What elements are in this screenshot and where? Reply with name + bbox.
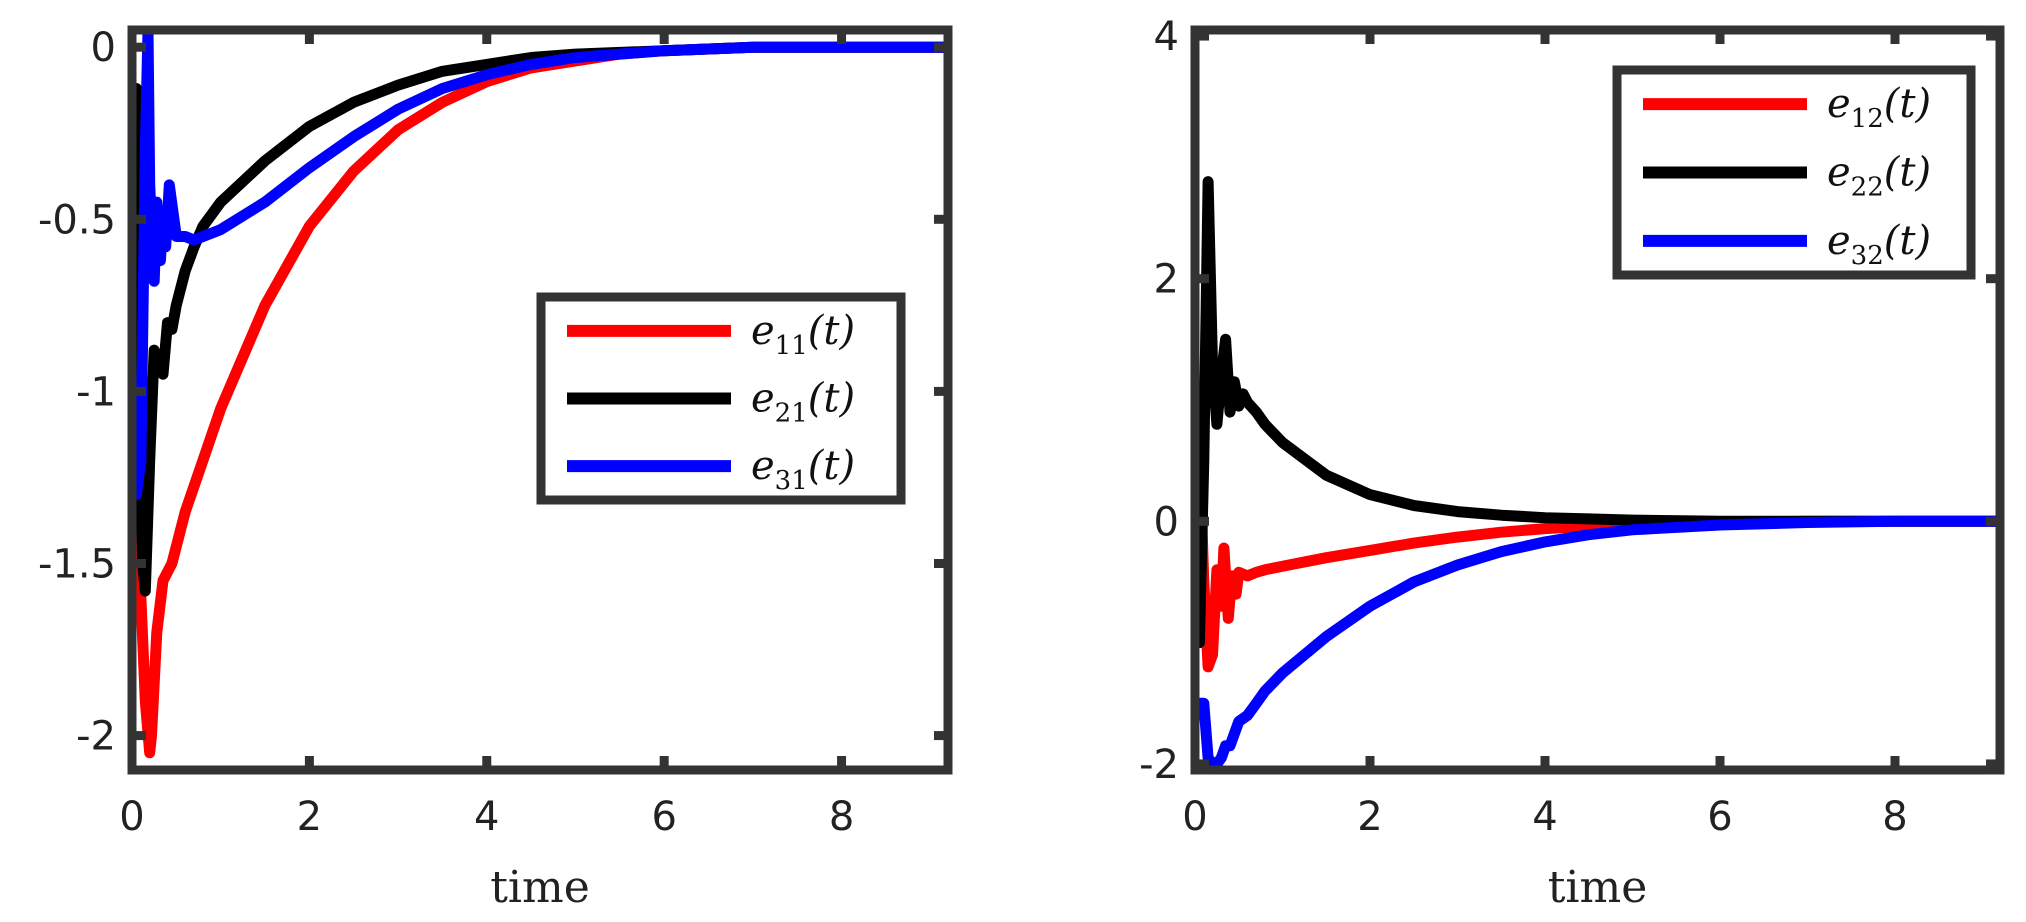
series-layer-left (132, 30, 948, 759)
legend-label-right-1: e12(t) (1827, 81, 1931, 134)
x-tick-label-right-3: 6 (1707, 794, 1732, 840)
x-tick-label-right-4: 8 (1882, 794, 1907, 840)
legend-label-left-1: e11(t) (751, 308, 855, 361)
y-tick-label-right-1: 0 (1154, 499, 1179, 545)
ticks-right (1190, 30, 2000, 770)
x-axis-label-left: time (490, 862, 590, 913)
ticks-left (127, 30, 948, 770)
x-axis-label-right: time (1548, 862, 1648, 913)
legend-label-right-2: e22(t) (1827, 150, 1931, 203)
legend-label-right-3: e32(t) (1827, 218, 1931, 271)
y-tick-label-left-3: -0.5 (38, 197, 116, 243)
y-tick-label-right-2: 2 (1154, 257, 1179, 303)
legend-right: e12(t) e22(t) e32(t) (1612, 65, 1976, 280)
legend-label-left-3: e31(t) (751, 443, 855, 496)
axes-box-left (127, 25, 953, 775)
y-tick-label-left-0: -2 (76, 714, 116, 760)
axes-box-right (1190, 25, 2005, 775)
legend-left: e11(t) e21(t) e31(t) (536, 292, 906, 505)
x-tick-label-right-1: 2 (1357, 794, 1382, 840)
x-tick-label-right-0: 0 (1182, 794, 1207, 840)
chart-left: 0 2 4 6 8 -2 -1.5 -1 -0.5 0 time e11(t) e21(t) e31(… (38, 25, 953, 913)
tick-labels-left: 0 2 4 6 8 -2 -1.5 -1 -0.5 0 (38, 25, 854, 840)
y-tick-label-right-0: -2 (1139, 742, 1179, 788)
series-line-left-3 (132, 30, 948, 501)
series-line-right-3 (1195, 515, 2000, 770)
x-tick-label-right-2: 4 (1532, 794, 1557, 840)
legend-label-left-2: e21(t) (751, 376, 855, 429)
series-layer-right (1195, 176, 2000, 770)
x-tick-label-left-0: 0 (119, 794, 144, 840)
x-tick-label-left-3: 6 (651, 794, 676, 840)
y-tick-label-left-4: 0 (91, 25, 116, 71)
y-tick-label-right-3: 4 (1154, 14, 1179, 60)
y-tick-label-left-1: -1.5 (38, 541, 116, 587)
x-tick-label-left-1: 2 (297, 794, 322, 840)
series-line-right-2 (1195, 176, 2000, 649)
x-tick-label-left-2: 4 (474, 794, 499, 840)
x-tick-label-left-4: 8 (829, 794, 854, 840)
y-tick-label-left-2: -1 (76, 369, 116, 415)
